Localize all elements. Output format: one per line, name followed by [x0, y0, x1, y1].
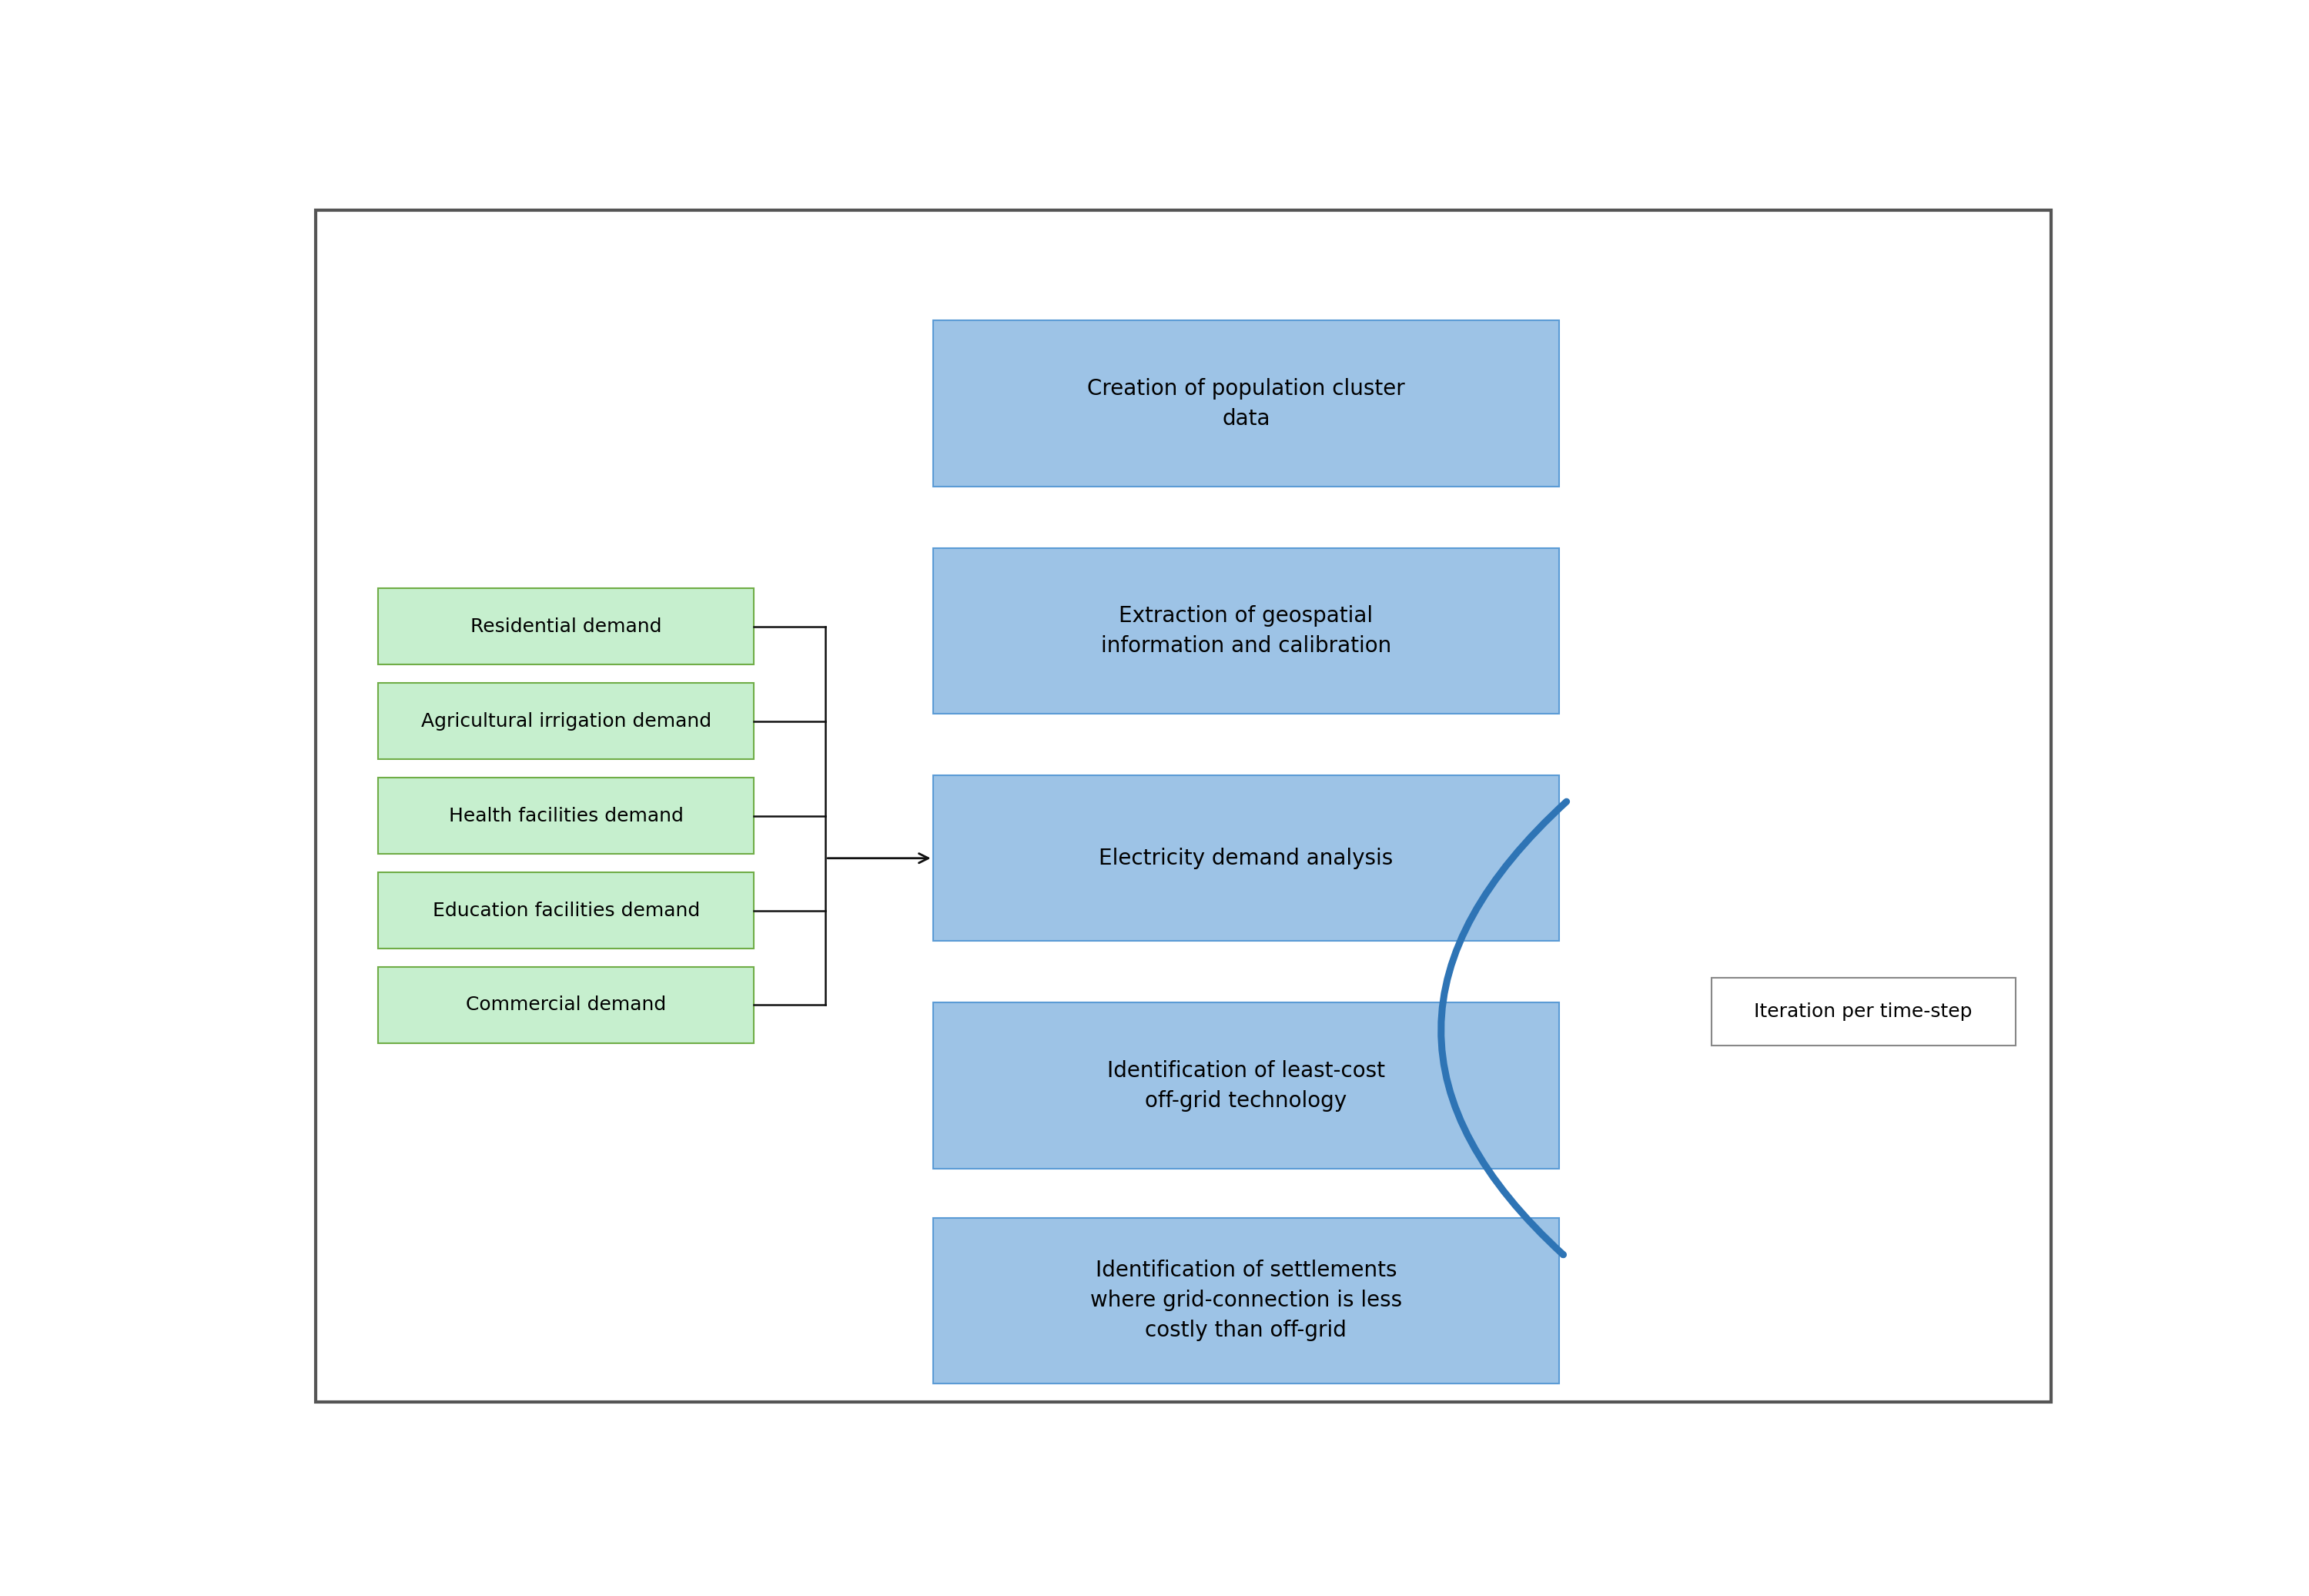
FancyBboxPatch shape [379, 777, 753, 854]
Text: Agricultural irrigation demand: Agricultural irrigation demand [420, 712, 711, 731]
FancyBboxPatch shape [933, 776, 1559, 942]
FancyBboxPatch shape [933, 1218, 1559, 1384]
Text: Extraction of geospatial
information and calibration: Extraction of geospatial information and… [1101, 605, 1392, 656]
Text: Health facilities demand: Health facilities demand [448, 806, 683, 825]
FancyBboxPatch shape [379, 967, 753, 1044]
FancyBboxPatch shape [933, 321, 1559, 487]
FancyBboxPatch shape [379, 683, 753, 760]
Text: Education facilities demand: Education facilities demand [432, 902, 700, 919]
Text: Identification of least-cost
off-grid technology: Identification of least-cost off-grid te… [1106, 1060, 1385, 1111]
FancyArrowPatch shape [1441, 801, 1566, 1254]
Text: Creation of population cluster
data: Creation of population cluster data [1088, 378, 1404, 429]
FancyBboxPatch shape [933, 547, 1559, 713]
FancyBboxPatch shape [379, 589, 753, 664]
Text: Iteration per time-step: Iteration per time-step [1755, 1002, 1972, 1021]
FancyBboxPatch shape [379, 873, 753, 948]
Text: Residential demand: Residential demand [471, 618, 663, 635]
FancyBboxPatch shape [933, 1002, 1559, 1168]
Text: Identification of settlements
where grid-connection is less
costly than off-grid: Identification of settlements where grid… [1090, 1259, 1402, 1341]
FancyBboxPatch shape [1711, 978, 2016, 1045]
Text: Electricity demand analysis: Electricity demand analysis [1099, 847, 1392, 868]
Text: Commercial demand: Commercial demand [466, 996, 667, 1015]
